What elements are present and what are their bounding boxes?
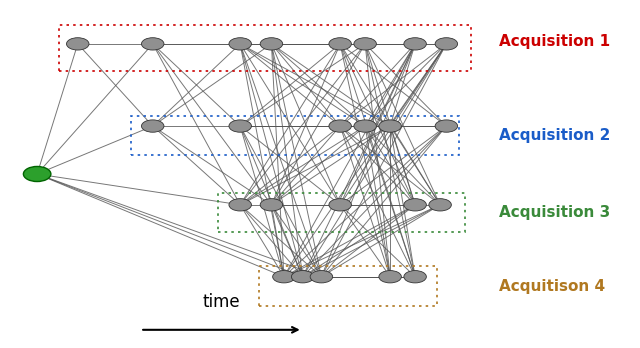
Circle shape [229,199,252,211]
Circle shape [260,38,283,50]
Text: Acquitison 4: Acquitison 4 [499,279,605,294]
Circle shape [379,270,401,283]
Circle shape [310,270,333,283]
Circle shape [24,166,51,182]
Circle shape [329,120,351,132]
Circle shape [329,199,351,211]
Circle shape [379,120,401,132]
Text: time: time [203,293,240,311]
Circle shape [404,199,426,211]
Text: Acquisition 3: Acquisition 3 [499,205,611,220]
Circle shape [354,120,376,132]
Circle shape [354,38,376,50]
Circle shape [404,270,426,283]
Circle shape [273,270,295,283]
Circle shape [329,38,351,50]
Circle shape [435,120,458,132]
Circle shape [260,199,283,211]
Text: Acquisition 2: Acquisition 2 [499,128,611,143]
Text: Acquisition 1: Acquisition 1 [499,34,611,49]
Circle shape [435,38,458,50]
Circle shape [429,199,451,211]
Circle shape [141,120,164,132]
Circle shape [67,38,89,50]
Circle shape [229,120,252,132]
Circle shape [229,38,252,50]
Circle shape [141,38,164,50]
Circle shape [291,270,314,283]
Circle shape [404,38,426,50]
